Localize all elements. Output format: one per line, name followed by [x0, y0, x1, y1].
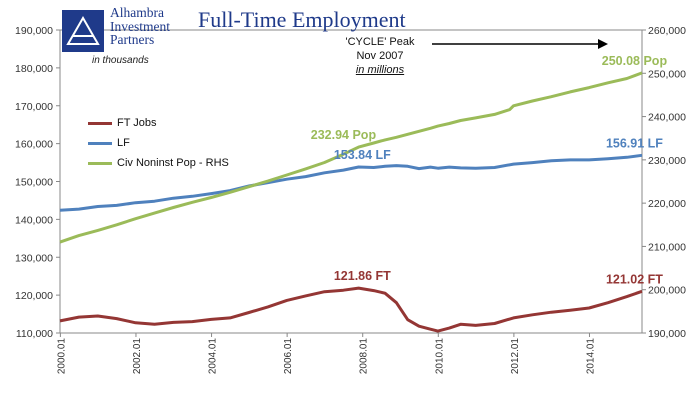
- series-layer: [59, 71, 643, 333]
- legend-label-ft: FT Jobs: [117, 117, 157, 129]
- data-label: 156.91 LF: [606, 136, 663, 150]
- logo-name: Alhambra Investment Partners: [110, 6, 170, 47]
- right-tick-label: 190,000: [648, 328, 686, 340]
- annotation-layer: 121.86 FT 121.02 FT 153.84 LF 156.91 LF 232.…: [311, 54, 668, 286]
- legend-item-pop: Civ Noninst Pop - RHS: [88, 153, 229, 173]
- left-tick-label: 140,000: [15, 214, 53, 226]
- data-label: 250.08 Pop: [602, 54, 668, 68]
- right-tick-label: 210,000: [648, 241, 686, 253]
- left-tick-label: 150,000: [15, 177, 53, 189]
- x-tick-label: 2006.01: [283, 338, 294, 375]
- series-line-civ: [59, 71, 643, 244]
- x-tick-label: 2012.01: [510, 338, 521, 375]
- x-axis-ticks: 2000.01 2002.01 2004.01 2006.01 2008.01 2010.…: [56, 333, 596, 374]
- left-axis-ticks: 110,000 120,000 130,000 140,000 150,000 160,0…: [15, 25, 60, 340]
- right-axis-ticks: 190,000 200,000 210,000 220,000 230,000 240,0…: [642, 25, 686, 340]
- right-tick-label: 240,000: [648, 112, 686, 124]
- left-tick-label: 180,000: [15, 63, 53, 75]
- legend-label-lf: LF: [117, 137, 130, 149]
- cycle-note-line2: Nov 2007: [356, 50, 404, 62]
- cycle-note-line1: 'CYCLE' Peak: [345, 36, 415, 48]
- legend-item-lf: LF: [88, 133, 229, 153]
- right-tick-label: 250,000: [648, 68, 686, 80]
- x-tick-label: 2000.01: [56, 338, 67, 375]
- logo-line3: Partners: [110, 32, 155, 47]
- legend-label-pop: Civ Noninst Pop - RHS: [117, 157, 229, 169]
- data-label: 121.86 FT: [334, 269, 391, 283]
- left-tick-label: 160,000: [15, 139, 53, 151]
- right-tick-label: 200,000: [648, 285, 686, 297]
- cycle-note: 'CYCLE' Peak Nov 2007 in millions: [330, 35, 430, 77]
- left-tick-label: 130,000: [15, 252, 53, 264]
- left-tick-label: 110,000: [16, 328, 53, 340]
- logo-line2: Investment: [110, 18, 170, 34]
- logo-line1: Alhambra: [110, 5, 164, 20]
- chart-title: Full-Time Employment: [198, 7, 406, 32]
- x-tick-label: 2002.01: [132, 338, 143, 375]
- left-tick-label: 120,000: [15, 290, 53, 302]
- left-tick-label: 170,000: [15, 101, 53, 113]
- legend-swatch-ft: [88, 121, 112, 125]
- series-line-lf: [59, 153, 643, 212]
- data-label: 153.84 LF: [334, 148, 391, 162]
- data-label: 232.94 Pop: [311, 128, 377, 142]
- units-note: in thousands: [92, 55, 149, 66]
- cycle-arrow: [432, 39, 608, 49]
- right-tick-label: 220,000: [648, 198, 686, 210]
- legend-swatch-lf: [88, 141, 112, 145]
- cycle-note-line3: in millions: [355, 64, 405, 76]
- x-tick-label: 2010.01: [434, 338, 445, 375]
- x-tick-label: 2004.01: [208, 338, 219, 375]
- x-tick-label: 2014.01: [585, 338, 596, 375]
- right-tick-label: 230,000: [648, 155, 686, 167]
- legend: FT Jobs LF Civ Noninst Pop - RHS: [88, 113, 229, 173]
- left-tick-label: 190,000: [15, 25, 53, 37]
- legend-item-ft: FT Jobs: [88, 113, 229, 133]
- logo-mark: [62, 10, 104, 52]
- series-line-ft: [59, 286, 643, 333]
- x-tick-label: 2008.01: [359, 338, 370, 375]
- right-tick-label: 260,000: [648, 25, 686, 37]
- data-label: 121.02 FT: [606, 272, 663, 286]
- legend-swatch-pop: [88, 161, 112, 165]
